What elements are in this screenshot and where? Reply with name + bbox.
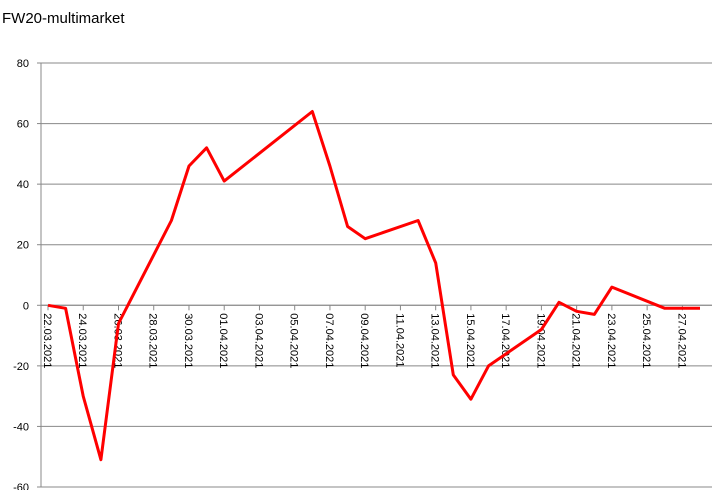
y-tick-label: 40 [17, 179, 29, 191]
x-tick-label: 17.04.2021 [499, 313, 511, 368]
x-tick-label: 30.03.2021 [182, 313, 194, 368]
x-tick-label: 09.04.2021 [358, 313, 370, 368]
x-tick-label: 23.04.2021 [605, 313, 617, 368]
x-tick-label: 19.04.2021 [534, 313, 546, 368]
x-tick-label: 03.04.2021 [252, 313, 264, 368]
x-tick-label: 11.04.2021 [393, 313, 405, 367]
x-tick-label: 25.04.2021 [640, 313, 652, 368]
x-tick-label: 24.03.2021 [76, 313, 88, 368]
x-tick-label: 27.04.2021 [675, 313, 687, 368]
x-tick-label: 05.04.2021 [288, 313, 300, 368]
y-tick-label: 20 [17, 240, 29, 252]
x-tick-label: 13.04.2021 [429, 313, 441, 368]
y-tick-label: 80 [17, 58, 29, 70]
y-tick-label: -20 [13, 361, 29, 373]
x-tick-label: 21.04.2021 [570, 313, 582, 368]
x-tick-label: 07.04.2021 [323, 313, 335, 368]
chart-title: FW20-multimarket [2, 10, 125, 27]
x-tick-label: 22.03.2021 [41, 313, 53, 368]
y-tick-label: 60 [17, 119, 29, 131]
x-tick-label: 01.04.2021 [217, 313, 229, 368]
data-line [47, 110, 700, 462]
y-tick-label: 0 [23, 300, 29, 312]
x-tick-label: 28.03.2021 [147, 313, 159, 368]
x-tick-label: 15.04.2021 [464, 313, 476, 368]
y-tick-label: -60 [13, 482, 29, 490]
y-tick-label: -40 [13, 421, 29, 433]
